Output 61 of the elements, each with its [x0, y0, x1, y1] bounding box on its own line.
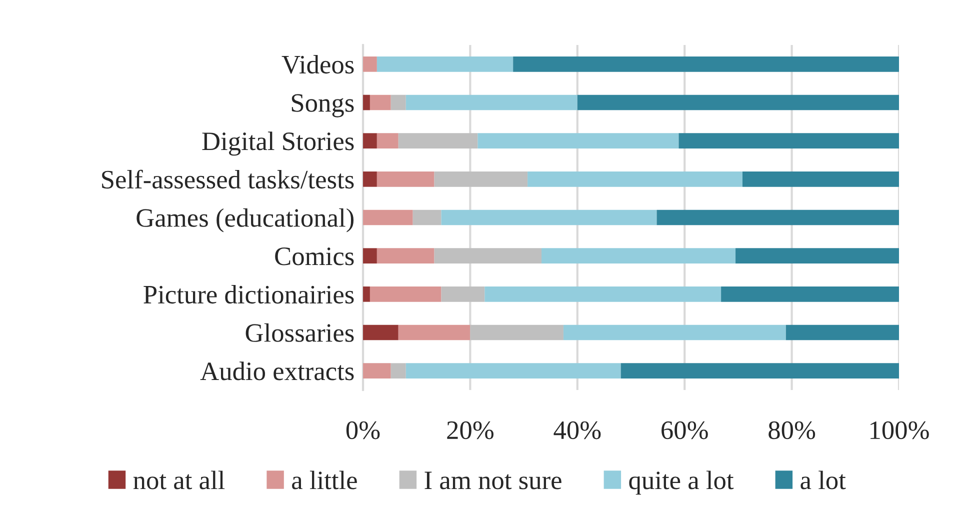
bar [398, 133, 478, 148]
y-tick-label: Picture dictionairies [144, 285, 354, 304]
y-tick-label: Audio extracts [200, 362, 354, 380]
bar [478, 133, 679, 148]
x-tick-label: 0% [346, 421, 380, 440]
y-tick-label: Self-assessed tasks/tests [102, 170, 354, 189]
bar [406, 94, 578, 110]
bar [398, 324, 470, 340]
y-tick-label: Comics [275, 248, 354, 266]
legend-label: a lot [800, 470, 846, 490]
legend-label: a little [292, 470, 357, 490]
bar [484, 286, 722, 302]
bar [441, 210, 657, 226]
bar [528, 172, 742, 187]
bar [563, 324, 786, 340]
bar [412, 210, 442, 226]
bar [376, 56, 514, 72]
bar [406, 363, 621, 378]
x-tick-label: 60% [662, 421, 708, 440]
bar [441, 286, 485, 302]
bar [363, 363, 391, 378]
legend-label: quite a lot [629, 470, 734, 495]
x-tick-label: 20% [447, 421, 494, 440]
bar [541, 248, 736, 264]
bar [363, 172, 377, 187]
bar [656, 210, 899, 226]
x-tick-label: 40% [554, 421, 601, 440]
y-tick-label: Videos [282, 55, 354, 74]
bar [390, 363, 406, 378]
bar [370, 286, 442, 302]
y-tick-label: Games (educational) [136, 208, 354, 232]
bar [363, 324, 398, 340]
bar [721, 286, 899, 302]
bar [577, 94, 899, 110]
y-tick-label: Digital Stories [202, 132, 354, 156]
bar [513, 56, 899, 72]
bar [620, 363, 899, 378]
bar [363, 56, 377, 72]
bar [678, 133, 899, 148]
bar [470, 324, 564, 340]
bar [376, 248, 434, 264]
bar [370, 94, 391, 110]
x-tick-label: 100% [870, 421, 929, 440]
y-tick-label: Songs [292, 94, 354, 118]
bar [742, 172, 899, 187]
bar [363, 210, 413, 226]
bar [363, 286, 370, 302]
legend-label: not at all [133, 470, 225, 490]
bar [736, 248, 899, 264]
legend-label: I am not sure [424, 472, 562, 490]
y-tick-label: Glossaries [246, 323, 354, 342]
bar [434, 248, 542, 264]
bar [786, 324, 899, 340]
bar [434, 172, 528, 187]
bar [390, 94, 406, 110]
bar [376, 172, 434, 187]
bar [363, 133, 377, 148]
bar [363, 94, 370, 110]
bar [376, 133, 398, 148]
x-tick-label: 80% [768, 421, 816, 440]
bar [363, 248, 377, 264]
